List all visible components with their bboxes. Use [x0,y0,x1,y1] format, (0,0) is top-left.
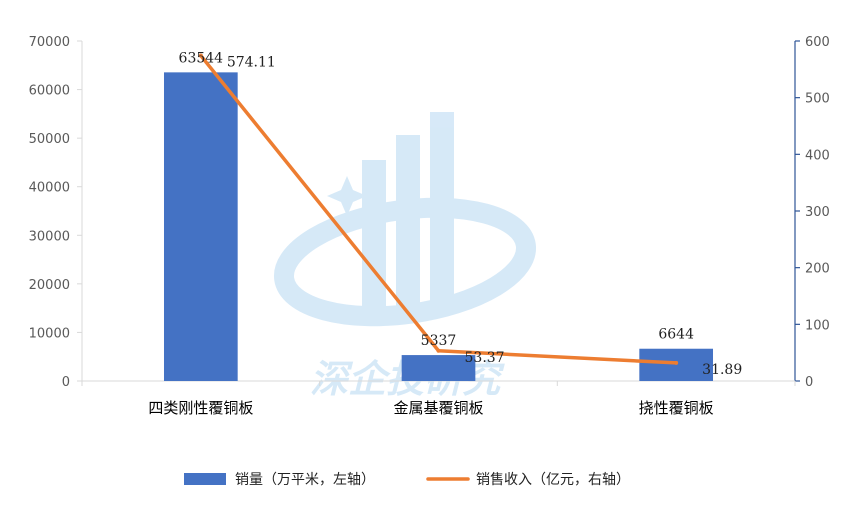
y-left-tick-label: 10000 [29,326,70,341]
legend-label: 销量（万平米，左轴） [235,472,375,488]
y-left-tick-label: 20000 [29,278,70,293]
x-category-label: 四类刚性覆铜板 [148,399,253,417]
y-right-tick-label: 400 [805,148,830,163]
bar-data-label: 63544 [179,50,224,66]
bar-data-label: 5337 [421,333,457,349]
bar-data-label: 6644 [658,327,694,343]
watermark-star-icon [327,176,367,216]
x-category-label: 金属基覆铜板 [393,399,483,417]
line-data-label: 53.37 [465,350,505,366]
bar [401,355,476,381]
watermark-bar [362,160,386,310]
line-point [674,360,679,365]
y-left-tick-label: 70000 [29,35,70,50]
y-right-tick-label: 0 [805,375,813,390]
line-data-label: 574.11 [227,55,276,71]
y-right-tick-label: 600 [805,35,830,50]
y-right-tick-label: 300 [805,205,830,220]
y-right-tick-label: 200 [805,262,830,277]
y-left-tick-label: 50000 [29,132,70,147]
y-left-tick-label: 40000 [29,181,70,196]
watermark-bar [430,112,454,310]
y-left-tick-label: 30000 [29,229,70,244]
y-right-tick-label: 100 [805,318,830,333]
y-left-tick-label: 0 [62,375,70,390]
bar [163,72,238,381]
legend-label: 销售收入（亿元，右轴） [476,472,630,488]
x-category-label: 挠性覆铜板 [639,399,714,417]
line-data-label: 31.89 [702,362,742,378]
line-point [198,53,203,58]
legend-swatch-bar [184,473,226,485]
y-right-tick-label: 500 [805,92,830,107]
watermark-bar [396,135,420,310]
line-point [436,348,441,353]
y-left-tick-label: 60000 [29,84,70,99]
